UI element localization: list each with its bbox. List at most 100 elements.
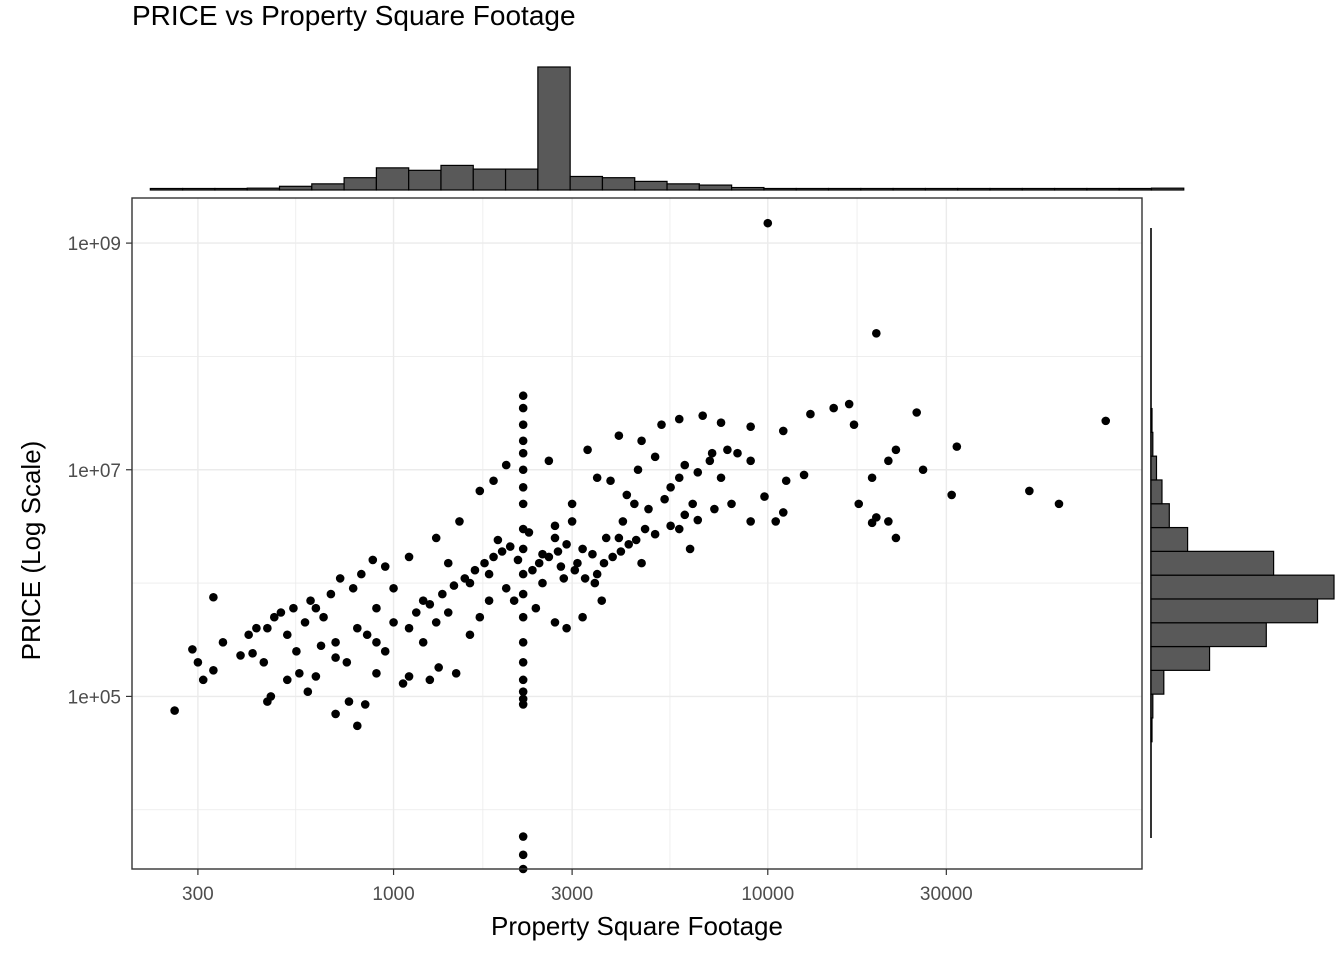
scatter-point	[727, 499, 736, 509]
scatter-point	[518, 612, 528, 622]
x-histogram-bar	[795, 187, 830, 191]
x-histogram-bar	[601, 177, 636, 191]
scatter-point	[475, 612, 485, 622]
scatter-point	[434, 663, 443, 672]
scatter-point	[710, 504, 719, 514]
scatter-point	[746, 517, 755, 526]
scatter-point	[849, 420, 859, 429]
scatter-point	[544, 456, 554, 466]
y-histogram-bar	[1150, 455, 1158, 481]
scatter-point	[550, 521, 560, 531]
x-histogram-bar	[408, 169, 442, 191]
scatter-point	[622, 490, 632, 500]
chart-title: PRICE vs Property Square Footage	[132, 0, 576, 31]
scatter-point	[480, 558, 489, 568]
scatter-point	[348, 583, 358, 593]
scatter-point	[578, 544, 587, 554]
scatter-point	[236, 651, 245, 660]
scatter-point	[489, 552, 498, 562]
y-tick-label: 1e+07	[68, 461, 121, 482]
scatter-point	[331, 709, 340, 719]
scatter-point	[451, 668, 461, 678]
scatter-point	[380, 562, 390, 571]
scatter-point	[578, 612, 587, 622]
x-tick-label: 3000	[551, 884, 593, 905]
scatter-point	[505, 542, 515, 551]
x-histogram-bar	[569, 175, 604, 191]
scatter-point	[303, 687, 313, 697]
y-histogram-bar	[1150, 479, 1163, 505]
scatter-point	[559, 574, 569, 583]
x-histogram-bar	[149, 187, 184, 191]
scatter-point	[372, 603, 381, 613]
scatter-point	[244, 630, 253, 640]
scatter-point	[518, 687, 528, 697]
x-histogram-bar	[957, 187, 991, 191]
scatter-point	[501, 583, 511, 593]
scatter-point	[518, 465, 528, 475]
scatter-point	[300, 618, 310, 627]
scatter-point	[518, 499, 528, 509]
scatter-point	[282, 675, 292, 685]
scatter-point	[443, 608, 453, 617]
x-tick-label: 300	[182, 884, 214, 905]
x-axis-title: Property Square Footage	[491, 911, 783, 941]
scatter-point	[592, 473, 602, 483]
scatter-point	[501, 460, 511, 470]
scatter-point	[418, 638, 428, 647]
scatter-point	[660, 494, 669, 504]
scatter-point	[688, 499, 697, 509]
scatter-point	[640, 524, 650, 534]
scatter-point	[1054, 499, 1064, 509]
scatter-point	[867, 518, 877, 528]
scatter-point	[806, 409, 815, 419]
scatter-point	[389, 618, 398, 627]
y-histogram-bar	[1150, 550, 1275, 576]
scatter-point	[292, 647, 301, 656]
scatter-point	[493, 535, 503, 545]
scatter-point	[518, 850, 528, 860]
x-histogram-bar	[1118, 187, 1153, 191]
scatter-point	[372, 668, 381, 678]
scatter-point	[947, 490, 956, 500]
scatter-point	[912, 408, 921, 417]
scatter-point	[425, 675, 435, 685]
y-tick-label: 1e+05	[68, 687, 121, 708]
scatter-point	[209, 665, 218, 675]
panel-border	[131, 197, 1143, 870]
scatter-point	[528, 565, 537, 575]
scatter-point	[567, 499, 577, 509]
scatter-point	[306, 596, 315, 605]
scatter-point	[829, 403, 838, 413]
scatter-point	[553, 547, 563, 556]
scatter-point	[666, 483, 675, 492]
scatter-point	[518, 448, 528, 458]
y-tick-label: 1e+09	[68, 234, 121, 255]
scatter-point	[618, 517, 628, 526]
y-histogram-bar	[1150, 622, 1267, 648]
x-tick-label: 1000	[372, 884, 414, 905]
x-histogram-bar	[827, 187, 862, 191]
scatter-point	[854, 499, 864, 509]
scatter-point	[588, 549, 597, 559]
scatter-point	[331, 653, 340, 662]
scatter-point	[844, 399, 854, 409]
scatter-point	[518, 832, 528, 841]
scatter-point	[289, 603, 298, 613]
scatter-point	[193, 657, 203, 667]
scatter-point	[518, 544, 528, 554]
scatter-point	[368, 555, 378, 565]
scatter-point	[608, 552, 617, 562]
scatter-point	[867, 473, 877, 483]
scatter-point	[311, 672, 321, 681]
scatter-point	[644, 504, 653, 514]
scatter-point	[680, 460, 690, 470]
scatter-point	[685, 544, 695, 554]
scatter-point	[252, 623, 261, 633]
scatter-point	[674, 473, 684, 483]
scatter-point	[601, 533, 611, 543]
scatter-point	[380, 647, 390, 656]
scatter-point	[550, 533, 560, 543]
x-histogram-bar	[634, 180, 668, 191]
